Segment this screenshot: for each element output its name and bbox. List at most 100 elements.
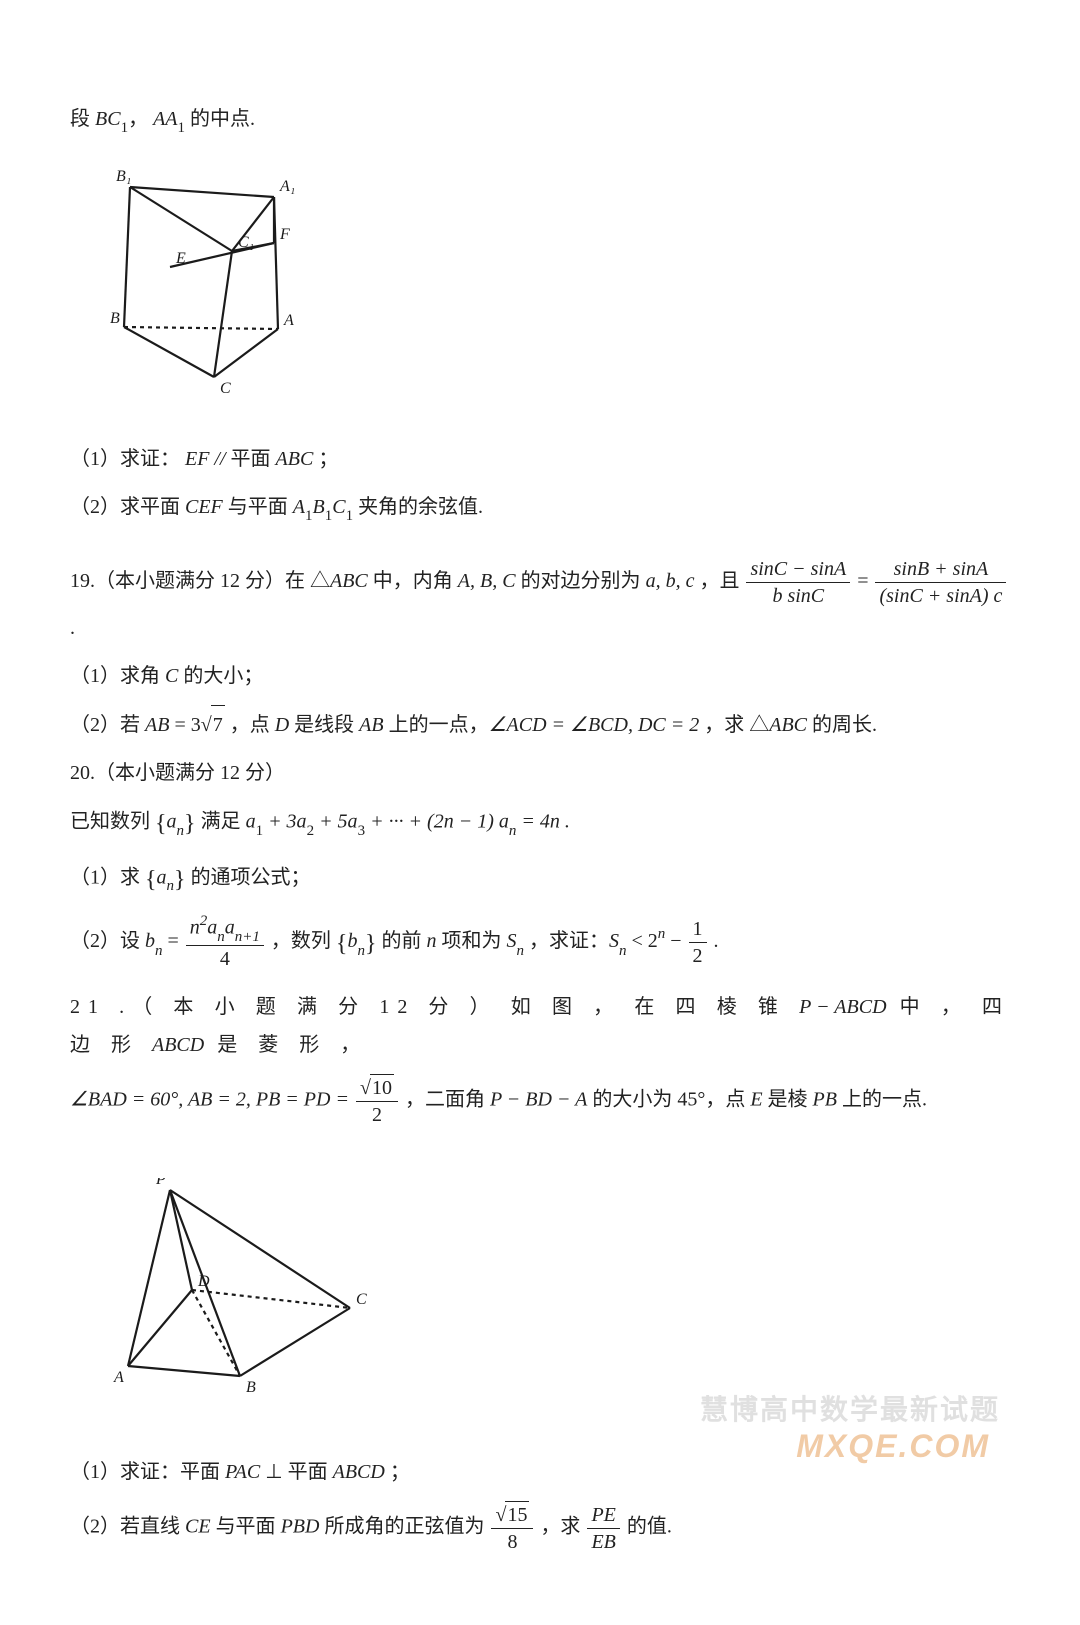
q21p2-frac1: 15 8	[491, 1501, 533, 1555]
p2f1: 1	[346, 508, 354, 524]
q19abc2: a, b, c	[646, 570, 695, 592]
p2e: B	[313, 496, 325, 518]
q21l2e: 是棱	[763, 1089, 813, 1111]
aa1-sub: 1	[178, 120, 186, 136]
q19p2c: 是线段	[289, 714, 359, 736]
watermark-text-b: MXQE.COM	[796, 1416, 990, 1477]
lb2: {	[145, 867, 157, 893]
q19p2f: 的周长.	[807, 714, 877, 736]
q20fnb: a	[207, 917, 217, 939]
line-top: 段 BC1， AA1 的中点.	[70, 100, 1010, 141]
rb: }	[184, 811, 196, 837]
t1: 段	[70, 108, 95, 130]
q19f2d: (sinC + sinA) c	[875, 583, 1006, 609]
q19ABC: A, B, C	[458, 570, 516, 592]
p2b: CEF	[185, 496, 223, 518]
q20p2nn: n	[426, 930, 436, 952]
q21-line2: ∠BAD = 60°, AB = 2, PB = PD = 10 2 ，二面角 …	[70, 1074, 1010, 1128]
q19-frac1: sinC − sinA b sinC	[746, 556, 850, 609]
q19abc: ABC	[330, 570, 368, 592]
q19p1a: （1）求角	[70, 665, 165, 687]
q20eq: = 4n .	[516, 810, 570, 832]
svg-text:A: A	[283, 312, 294, 329]
p1c: 平面	[231, 448, 276, 470]
p2d1: 1	[305, 508, 313, 524]
q19-part2: （2）若 AB = 37 ，点 D 是线段 AB 上的一点，∠ACD = ∠BC…	[70, 705, 1010, 744]
q20-frac: n2anan+1 4	[186, 913, 264, 972]
q21p2PE: PE	[587, 1502, 619, 1529]
q19p2eq: = 3	[169, 714, 200, 736]
svg-text:B: B	[110, 310, 120, 327]
p2a: （2）求平面	[70, 496, 185, 518]
q21-head: 21 .（ 本 小 题 满 分 12 分 ） 如 图 ， 在 四 棱 锥 P −…	[70, 988, 1010, 1064]
p2f: C	[332, 496, 345, 518]
q21l2b: ，二面角	[405, 1089, 490, 1111]
q21p1c: ；	[385, 1461, 410, 1483]
q20p2d: 项和为	[436, 930, 506, 952]
q20p2c: 的前	[376, 930, 426, 952]
q21-part2: （2）若直线 CE 与平面 PBD 所成角的正弦值为 15 8 ，求 PE EB…	[70, 1501, 1010, 1555]
t3: 的中点.	[185, 108, 255, 130]
q20-part2: （2）设 bn = n2anan+1 4 ，数列 {bn} 的前 n 项和为 S…	[70, 913, 1010, 972]
svg-text:C: C	[356, 1291, 367, 1308]
q19p2D: D	[275, 714, 289, 736]
q19p2sqrt: 7	[201, 705, 225, 744]
q19c: 的对边分别为	[516, 570, 646, 592]
q20fd: 4	[186, 946, 264, 972]
rb3: }	[365, 931, 377, 957]
p2e1: 1	[325, 508, 333, 524]
bc1: BC	[95, 108, 121, 130]
svg-text:B: B	[246, 1379, 256, 1396]
q20s2: 2	[307, 823, 315, 839]
p1d: ABC	[276, 448, 314, 470]
q21hABCD: ABCD	[152, 1034, 204, 1056]
q19p2AB2: AB	[359, 714, 383, 736]
q20kn: n	[177, 823, 185, 839]
q20-known: 已知数列 {an} 满足 a1 + 3a2 + 5a3 + ··· + (2n …	[70, 802, 1010, 848]
prism-figure: B₁A₁C₁EFBAC	[110, 169, 310, 399]
svg-text:A₁: A₁	[279, 178, 295, 195]
q20p2e: ，求证：	[524, 930, 609, 952]
q19-part1: （1）求角 C 的大小；	[70, 657, 1010, 695]
q19p2d: 上的一点，	[384, 714, 489, 736]
q21-sqrt-frac: 10 2	[356, 1074, 398, 1128]
q20p2: + 5a	[314, 810, 358, 832]
q21p2EB: EB	[587, 1529, 619, 1555]
svg-text:F: F	[279, 226, 290, 243]
pyramid-figure: PABCD	[110, 1178, 380, 1398]
svg-text:C₁: C₁	[238, 234, 254, 251]
q20fns2: n+1	[235, 929, 260, 945]
q20-half: 1 2	[689, 916, 707, 969]
svg-text:A: A	[113, 1369, 124, 1386]
lb: {	[155, 811, 167, 837]
q19p1b: 的大小；	[178, 665, 263, 687]
q20sn: n	[509, 823, 517, 839]
q20p2n2: n	[357, 943, 365, 959]
q21l2a: ∠BAD = 60°, AB = 2, PB = PD =	[70, 1089, 354, 1111]
q20p2minus: −	[665, 930, 686, 952]
q19p2ABC: ABC	[769, 714, 807, 736]
q20p2supn: n	[658, 926, 666, 942]
q19p2AB: AB	[145, 714, 169, 736]
q20kb: 满足	[196, 810, 246, 832]
lb3: {	[336, 931, 348, 957]
p1b: EF //	[185, 448, 231, 470]
rb2: }	[174, 867, 186, 893]
q21sqrt: 10	[360, 1074, 394, 1101]
q20fnc: a	[225, 917, 235, 939]
q20p2end: .	[714, 930, 719, 952]
q19p2ang: ∠ACD = ∠BCD, DC = 2	[489, 714, 700, 736]
q19p2a: （2）若	[70, 714, 145, 736]
q21p2fn: 15	[491, 1501, 533, 1529]
q21p1a: （1）求证：平面	[70, 1461, 225, 1483]
q21sfn: 10	[356, 1074, 398, 1102]
bc1-sub: 1	[121, 120, 129, 136]
q19d: ，且	[694, 570, 744, 592]
q18-part1: （1）求证： EF // 平面 ABC ；	[70, 440, 1010, 478]
q21l2f: 上的一点.	[837, 1089, 927, 1111]
q20p2lt: < 2	[626, 930, 657, 952]
q20exp1: a	[246, 810, 256, 832]
q20p1b: 的通项公式；	[186, 866, 311, 888]
t2: ，	[128, 108, 148, 130]
q20-head: 20.（本小题满分 12 分）	[70, 754, 1010, 792]
